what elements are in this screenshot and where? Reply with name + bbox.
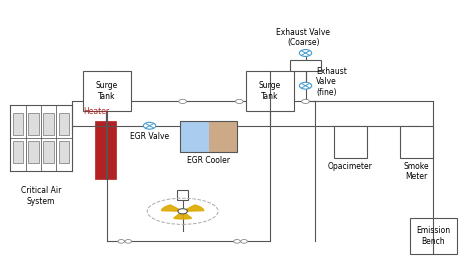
Bar: [291, 60, 320, 71]
Text: Surge
Tank: Surge Tank: [96, 81, 118, 101]
Bar: [410, 218, 457, 255]
Circle shape: [300, 82, 312, 89]
Circle shape: [144, 122, 156, 129]
Bar: [43, 141, 54, 163]
Bar: [180, 121, 209, 153]
Bar: [180, 121, 237, 153]
Text: Opacimeter: Opacimeter: [328, 161, 373, 171]
Polygon shape: [182, 205, 204, 211]
Text: Heater: Heater: [83, 107, 109, 116]
Bar: [334, 126, 367, 158]
Text: Critical Air
System: Critical Air System: [21, 186, 61, 206]
Circle shape: [300, 50, 312, 57]
Text: Surge
Tank: Surge Tank: [259, 81, 281, 101]
Bar: [177, 190, 188, 200]
Circle shape: [234, 240, 240, 243]
Bar: [28, 141, 38, 163]
Text: EGR Cooler: EGR Cooler: [187, 156, 230, 165]
Bar: [95, 121, 117, 179]
Bar: [59, 113, 69, 135]
Bar: [59, 141, 69, 163]
Circle shape: [302, 99, 310, 104]
Circle shape: [178, 209, 187, 214]
Bar: [83, 71, 131, 110]
Polygon shape: [162, 205, 182, 211]
Bar: [246, 71, 294, 110]
Bar: [28, 113, 38, 135]
Circle shape: [241, 240, 247, 243]
Circle shape: [125, 240, 132, 243]
Bar: [12, 141, 23, 163]
Circle shape: [179, 99, 186, 104]
Bar: [12, 113, 23, 135]
Bar: [400, 126, 433, 158]
Text: EGR Valve: EGR Valve: [130, 132, 169, 141]
Circle shape: [118, 240, 125, 243]
Bar: [43, 113, 54, 135]
Text: Emission
Bench: Emission Bench: [416, 226, 450, 246]
Polygon shape: [173, 211, 191, 219]
Text: Exhaust
Valve
(fine): Exhaust Valve (fine): [316, 67, 347, 97]
Text: Exhaust Valve
(Coarse): Exhaust Valve (Coarse): [276, 28, 330, 47]
Bar: [209, 121, 237, 153]
Circle shape: [236, 99, 243, 104]
Text: Smoke
Meter: Smoke Meter: [404, 161, 429, 181]
